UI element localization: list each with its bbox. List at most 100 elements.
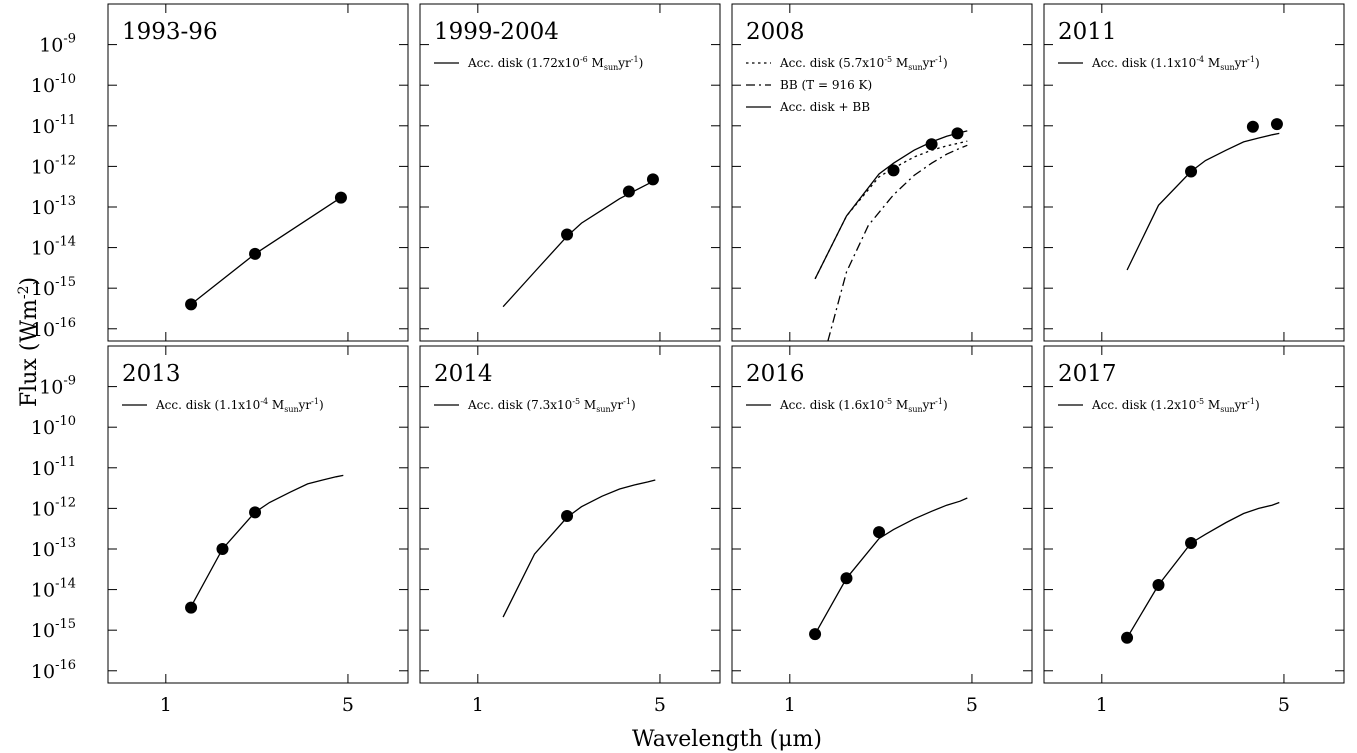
data-point bbox=[561, 228, 574, 241]
legend-text: M bbox=[580, 398, 596, 412]
y-tick-label: 10-10 bbox=[31, 72, 76, 97]
legend-text: M bbox=[1204, 398, 1220, 412]
legend-text: yr bbox=[610, 398, 624, 412]
data-point bbox=[1121, 631, 1134, 644]
y-tick-label-exponent: -14 bbox=[55, 577, 76, 592]
y-tick-label: 10-13 bbox=[31, 536, 76, 561]
legend-subscript: sun bbox=[596, 405, 610, 414]
panel-1: 10-910-1010-1110-1210-1310-1410-1510-161… bbox=[31, 3, 409, 342]
x-axis-label: Wavelength (μm) bbox=[632, 727, 822, 752]
y-tick-label-exponent: -10 bbox=[55, 72, 76, 87]
x-tick-label: 1 bbox=[1096, 694, 1108, 716]
model-line-dotted bbox=[814, 140, 968, 280]
model-line-solid bbox=[190, 197, 342, 305]
model-line-solid bbox=[814, 497, 968, 635]
panel-3: 2008 Acc. disk (5.7x10-5 Msunyr-1) BB (T =… bbox=[731, 3, 1033, 342]
panels: 10-910-1010-1110-1210-1310-1410-1510-161… bbox=[31, 3, 1345, 716]
legend-text: M bbox=[588, 56, 604, 70]
y-tick-label-base: 10 bbox=[39, 377, 63, 399]
model-line-solid bbox=[1126, 501, 1280, 639]
legend-text: Acc. disk (1.1x10 bbox=[155, 398, 260, 412]
y-axis-label-text: Flux (Wm bbox=[17, 299, 42, 407]
y-tick-label-exponent: -11 bbox=[55, 113, 76, 128]
legend-text: ) bbox=[1255, 398, 1260, 412]
y-tick-label: 10-14 bbox=[31, 577, 76, 602]
model-line-solid bbox=[502, 479, 656, 618]
y-tick-label-base: 10 bbox=[31, 319, 55, 341]
legend-text: M bbox=[1204, 56, 1220, 70]
legend-superscript: -5 bbox=[884, 55, 892, 64]
panel-2: 1999-2004 Acc. disk (1.72x10-6 Msunyr-1) bbox=[419, 3, 721, 342]
legend-text: M bbox=[892, 398, 908, 412]
y-tick-label: 10-10 bbox=[31, 414, 76, 439]
y-tick-label: 10-13 bbox=[31, 194, 76, 219]
data-point bbox=[1270, 118, 1283, 131]
legend-text: ) bbox=[943, 56, 948, 70]
y-tick-label-base: 10 bbox=[31, 156, 55, 178]
legend-entry: Acc. disk (5.7x10-5 Msunyr-1) bbox=[779, 55, 948, 72]
legend-text: M bbox=[268, 398, 284, 412]
data-point bbox=[622, 185, 635, 198]
y-tick-label-base: 10 bbox=[39, 35, 63, 57]
model-line-dashdot bbox=[827, 144, 968, 341]
legend-text: yr bbox=[1234, 56, 1248, 70]
legend-text: Acc. disk (7.3x10 bbox=[467, 398, 572, 412]
panel-8: 1 5 2017 Acc. disk (1.2x10-5 Msunyr-1) bbox=[1043, 345, 1345, 716]
legend-text: ) bbox=[943, 398, 948, 412]
y-tick-label-exponent: -15 bbox=[55, 275, 76, 290]
data-point bbox=[1185, 165, 1198, 178]
panel-frame bbox=[1043, 3, 1345, 342]
panel-title: 2014 bbox=[434, 361, 493, 387]
panel-frame bbox=[107, 345, 409, 684]
data-point bbox=[249, 247, 262, 260]
legend-superscript: -5 bbox=[572, 397, 580, 406]
y-tick-label-exponent: -12 bbox=[55, 495, 76, 510]
legend-subscript: sun bbox=[908, 405, 922, 414]
legend-entry: Acc. disk (1.1x10-4 Msunyr-1) bbox=[155, 397, 324, 414]
legend-superscript: -4 bbox=[260, 397, 268, 406]
legend-superscript: -1 bbox=[935, 55, 943, 64]
y-axis-label: Flux (Wm-2) bbox=[16, 277, 42, 407]
data-point bbox=[1246, 120, 1259, 133]
legend-entry: Acc. disk (1.6x10-5 Msunyr-1) bbox=[779, 397, 948, 414]
data-point bbox=[249, 506, 262, 519]
legend-text: yr bbox=[617, 56, 631, 70]
legend-subscript: sun bbox=[1220, 405, 1234, 414]
legend-entry: Acc. disk (7.3x10-5 Msunyr-1) bbox=[467, 397, 636, 414]
legend-text: Acc. disk (1.72x10 bbox=[467, 56, 580, 70]
x-tick-label: 1 bbox=[472, 694, 484, 716]
y-tick-label-base: 10 bbox=[31, 620, 55, 642]
legend-text: ) bbox=[1255, 56, 1260, 70]
y-tick-label: 10-15 bbox=[31, 617, 76, 642]
y-tick-label-base: 10 bbox=[31, 116, 55, 138]
data-point bbox=[561, 509, 574, 522]
legend-text: yr bbox=[1234, 398, 1248, 412]
legend-text: Acc. disk (1.6x10 bbox=[779, 398, 884, 412]
legend-text: ) bbox=[319, 398, 324, 412]
y-tick-label-exponent: -13 bbox=[55, 536, 76, 551]
y-tick-label-base: 10 bbox=[31, 580, 55, 602]
legend-superscript: -1 bbox=[311, 397, 319, 406]
x-tick-label: 5 bbox=[654, 694, 666, 716]
legend-subscript: sun bbox=[284, 405, 298, 414]
legend-text: yr bbox=[298, 398, 312, 412]
data-point bbox=[1185, 537, 1198, 550]
legend-subscript: sun bbox=[908, 63, 922, 72]
legend-text: Acc. disk + BB bbox=[779, 100, 870, 114]
y-tick-label: 10-15 bbox=[31, 275, 76, 300]
legend-subscript: sun bbox=[1220, 63, 1234, 72]
y-tick-label: 10-9 bbox=[39, 32, 76, 57]
legend-subscript: sun bbox=[604, 63, 618, 72]
legend-entry: BB (T = 916 K) bbox=[780, 78, 872, 92]
legend-text: M bbox=[892, 56, 908, 70]
legend-text: ) bbox=[639, 56, 644, 70]
legend-superscript: -1 bbox=[631, 55, 639, 64]
legend-superscript: -5 bbox=[1196, 397, 1204, 406]
panel-title: 2011 bbox=[1058, 19, 1117, 45]
legend-superscript: -1 bbox=[623, 397, 631, 406]
panel-title: 2008 bbox=[746, 19, 805, 45]
model-line-solid bbox=[502, 179, 656, 308]
model-line-solid bbox=[190, 474, 344, 607]
panel-frame bbox=[419, 345, 721, 684]
